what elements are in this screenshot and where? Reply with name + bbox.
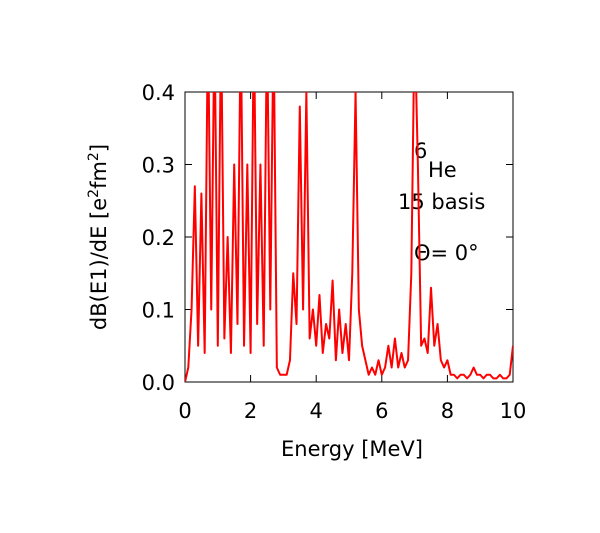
mass-number: 6 <box>414 139 427 163</box>
nucleus-label: He <box>428 158 457 182</box>
x-axis-label: Energy [MeV] <box>281 437 423 461</box>
y-tick-label: 0.3 <box>142 154 175 178</box>
y-label-part: fm <box>87 161 111 189</box>
data-line <box>185 92 513 382</box>
y-tick-label: 0.1 <box>142 299 175 323</box>
x-tick-label: 6 <box>375 399 388 423</box>
y-label-part: ] <box>87 144 111 152</box>
y-tick-label: 0.2 <box>142 226 175 250</box>
angle-label: Θ= 0° <box>414 241 479 265</box>
y-tick-label: 0.0 <box>142 371 175 395</box>
x-tick-label: 4 <box>310 399 323 423</box>
y-label-part: dB(E1)/dE [e <box>87 198 111 330</box>
x-tick-label: 2 <box>244 399 257 423</box>
y-axis-label: dB(E1)/dE [e2fm2] <box>86 144 111 330</box>
x-tick-label: 0 <box>178 399 191 423</box>
x-tick-label: 10 <box>500 399 527 423</box>
y-label-sup: 2 <box>86 152 102 161</box>
y-tick-label: 0.4 <box>142 81 175 105</box>
x-tick-label: 8 <box>441 399 454 423</box>
basis-label: 15 basis <box>398 190 485 214</box>
y-label-sup: 2 <box>86 189 102 198</box>
